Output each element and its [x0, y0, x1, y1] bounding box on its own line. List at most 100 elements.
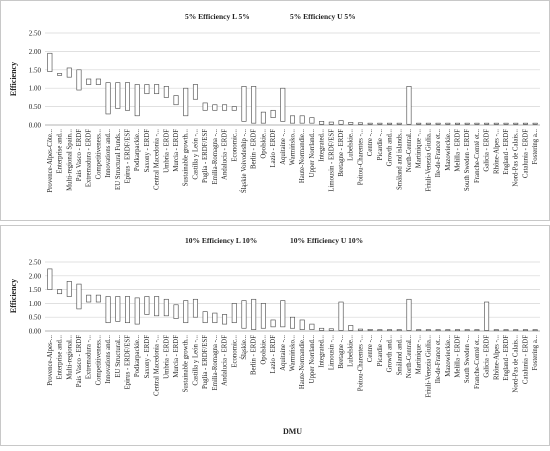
range-bar: [95, 294, 101, 303]
y-tick-label: 0.00: [29, 328, 42, 336]
range-bar: [47, 268, 53, 290]
x-tick-label: Fostering a...: [532, 129, 539, 165]
x-tick-label: Mazowieckie...: [445, 335, 452, 377]
x-tick-label: Saxony - ERDF: [144, 335, 151, 379]
x-tick-label: Provence-Alpes-Côte...: [47, 129, 54, 193]
range-bar: [192, 298, 198, 318]
x-tick-label: Friuli-Venezia Giulia...: [425, 129, 432, 192]
x-tick-label: Upper Norrland...: [309, 335, 316, 384]
x-tick-label: Puglia - ERDF/ESF: [202, 129, 209, 183]
x-tick-label: Epirus - ERDF/ESF: [125, 335, 132, 390]
range-bar: [95, 78, 101, 85]
range-bar: [241, 86, 247, 122]
x-tick-label: Limousin -...: [328, 335, 335, 370]
y-tick-label: 1.00: [29, 85, 42, 93]
legend-entry: 5% Efficiency L 5%: [185, 12, 250, 21]
x-tick-label: Umbria - ERDF: [163, 335, 170, 379]
range-bar: [125, 82, 130, 111]
range-bar: [387, 329, 393, 331]
x-tick-label: Integrated...: [319, 129, 326, 162]
x-tick-label: South Sweden -...: [464, 335, 471, 383]
range-bar: [367, 329, 373, 331]
y-tick-label: 0.50: [29, 314, 42, 322]
range-bar: [367, 122, 373, 125]
x-tick-label: England - ERDF: [503, 129, 510, 175]
range-bar: [76, 283, 82, 310]
x-tick-label: Berlin - ERDF: [251, 335, 258, 375]
x-tick-label: Fostering a...: [532, 335, 539, 371]
range-bar: [474, 329, 480, 331]
range-bar: [251, 298, 257, 330]
x-tick-label: Franche-Comté et...: [474, 129, 481, 183]
x-tick-label: Epirus - ERDF/ESF: [125, 129, 132, 184]
x-tick-label: Galicia - ERDF: [484, 129, 491, 172]
range-bar: [251, 86, 257, 124]
x-tick-label: Sustainable growth...: [183, 129, 190, 187]
range-bar: [435, 122, 441, 125]
range-bar: [144, 84, 150, 95]
x-tick-label: Warmińsko...: [290, 335, 297, 372]
x-tick-label: Berlin - ERDF: [251, 129, 258, 169]
x-tick-label: North-Central...: [406, 335, 413, 379]
range-bar: [425, 329, 431, 331]
x-tick-label: EU Structural Funds...: [115, 129, 122, 190]
range-bar: [513, 122, 519, 125]
range-bar: [192, 84, 198, 100]
range-bar: [445, 122, 451, 125]
range-bar: [319, 327, 325, 331]
range-bar: [290, 115, 295, 124]
x-tick-label: Warmińsko...: [290, 129, 297, 166]
range-bar: [66, 281, 72, 297]
range-bar: [425, 122, 431, 125]
range-bar: [260, 111, 266, 124]
x-tick-label: Multi-regional...: [66, 335, 73, 380]
x-tick-label: Economic...: [231, 129, 238, 162]
x-tick-label: Growth and...: [387, 129, 394, 167]
x-tick-label: Upper Norrland...: [309, 129, 316, 178]
x-tick-label: Economic...: [231, 335, 238, 368]
range-bar: [348, 122, 354, 125]
x-tick-label: Śląskie Voivodeship -...: [240, 129, 248, 193]
range-bar: [455, 122, 460, 125]
x-tick-label: Catalunia - ERDF: [522, 335, 529, 384]
range-bar: [513, 329, 519, 331]
range-bar: [212, 312, 218, 324]
x-tick-label: England - ERDF: [503, 335, 510, 381]
range-bar: [299, 319, 305, 330]
range-bar: [484, 301, 490, 331]
y-tick-label: 1.50: [29, 66, 42, 74]
range-bar: [105, 82, 111, 115]
legend-entry: 10% Efficiency L 10%: [185, 236, 257, 245]
y-tick-label: 2.50: [29, 30, 42, 38]
x-tick-label: Lazio - ERDF: [270, 335, 277, 374]
x-tick-label: Catalunia - ERDF: [522, 129, 529, 178]
range-bar: [357, 328, 363, 331]
range-bar: [406, 86, 412, 125]
range-bar: [125, 296, 130, 324]
y-tick-label: 2.00: [29, 272, 42, 280]
x-tick-label: Enterprise and...: [57, 335, 64, 380]
x-tick-label: Enterprise and...: [57, 129, 64, 174]
range-bar: [231, 303, 237, 324]
legend: 5% Efficiency L 5% 5% Efficiency U 5%: [185, 12, 356, 21]
x-tick-label: Småland and islands...: [396, 129, 403, 190]
x-tick-label: Puglia - ERDF/ESF: [202, 335, 209, 389]
x-tick-label: Provence-Alpes-...: [47, 335, 54, 386]
x-tick-label: Innovations and...: [105, 129, 112, 178]
range-bar: [183, 87, 189, 117]
x-tick-label: Competitiveness...: [95, 129, 102, 180]
x-tick-label: Podkarpackie...: [134, 335, 141, 377]
x-tick-label: Podkarpackie...: [134, 129, 141, 171]
range-bar: [280, 300, 286, 328]
x-tick-label: Haute-Normandie...: [299, 335, 306, 389]
range-bar: [270, 319, 276, 328]
x-tick-label: Nord-Pas de Calais...: [513, 129, 520, 187]
x-tick-label: Nord-Pas de Calais...: [513, 335, 520, 393]
range-bar: [86, 294, 92, 303]
x-axis-label: DMU: [283, 427, 302, 436]
x-tick-label: Limousin - ERDF/ESF: [328, 129, 335, 192]
chart-2: 10% Efficiency L 10% 10% Efficiency U 10%…: [9, 236, 540, 436]
range-bar: [154, 296, 160, 317]
x-tick-label: Castilla y León -...: [192, 335, 199, 386]
